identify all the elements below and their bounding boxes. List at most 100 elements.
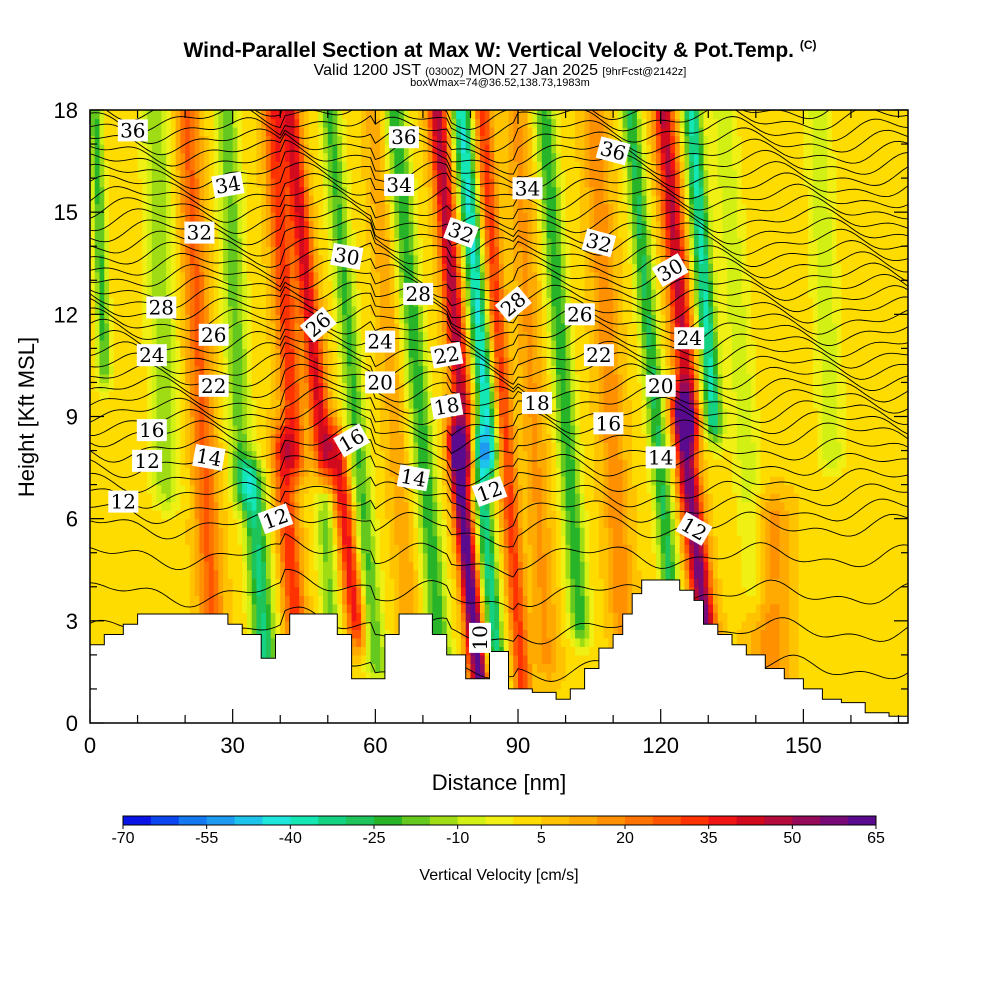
velocity-cell [166,288,172,298]
velocity-cell [94,118,101,128]
velocity-cell [261,186,267,196]
velocity-cell [218,518,224,528]
velocity-cell [332,518,338,528]
velocity-cell [346,467,353,477]
velocity-cell [251,203,258,213]
velocity-cell [346,535,353,545]
velocity-cell [242,271,248,281]
velocity-cell [399,246,405,256]
velocity-cell [142,288,148,298]
velocity-cell [90,195,96,205]
velocity-cell [265,407,272,418]
velocity-cell [175,229,181,239]
velocity-cell [294,407,300,418]
velocity-cell [166,467,172,477]
velocity-cell [237,348,243,358]
velocity-cell [256,246,262,256]
velocity-cell [94,595,101,605]
velocity-cell [394,110,400,120]
velocity-cell [118,271,124,281]
velocity-cell [389,450,395,460]
velocity-cell [128,425,134,435]
velocity-cell [218,442,224,452]
velocity-cell [394,535,400,545]
velocity-cell [313,339,319,349]
velocity-cell [170,442,177,452]
velocity-cell [218,552,224,562]
velocity-cell [289,246,296,256]
velocity-cell [90,527,96,537]
velocity-cell [166,246,172,256]
velocity-cell [323,476,329,486]
velocity-cell [166,322,172,332]
velocity-cell [185,476,191,486]
velocity-cell [304,161,310,171]
velocity-cell [384,144,391,154]
velocity-cell [109,595,115,605]
velocity-cell [151,118,158,128]
velocity-cell [113,578,120,588]
velocity-cell [237,552,243,562]
velocity-cell [213,527,220,537]
velocity-cell [147,561,153,571]
velocity-cell [384,578,391,588]
velocity-cell [90,569,96,579]
velocity-cell [413,237,419,247]
velocity-cell [137,578,143,588]
velocity-cell [351,459,357,469]
velocity-cell [118,365,124,375]
velocity-cell [123,212,129,222]
velocity-cell [189,118,196,128]
velocity-cell [113,561,120,571]
velocity-cell [251,305,258,315]
velocity-cell [223,152,229,162]
velocity-cell [185,569,191,579]
velocity-cell [294,390,300,401]
velocity-cell [408,365,414,375]
velocity-cell [180,203,186,213]
velocity-cell [175,433,181,443]
velocity-cell [128,348,134,358]
velocity-cell [323,152,329,162]
velocity-cell [294,144,300,154]
velocity-cell [327,263,334,273]
velocity-cell [161,493,167,503]
velocity-cell [109,476,115,486]
velocity-cell [323,288,329,298]
velocity-cell [161,586,167,596]
velocity-cell [403,450,410,460]
velocity-cell [370,348,376,358]
velocity-cell [109,161,115,171]
velocity-cell [156,280,162,290]
velocity-cell [413,322,419,332]
velocity-cell [318,373,324,384]
velocity-cell [370,501,376,511]
velocity-cell [232,407,239,418]
velocity-cell [351,484,357,494]
velocity-cell [304,595,310,605]
velocity-cell [94,305,101,315]
velocity-cell [175,476,181,486]
velocity-cell [147,246,153,256]
velocity-cell [327,246,334,256]
velocity-cell [118,110,124,120]
box-w-max-info: boxWmax=74@36.52,138.73,1983m [410,77,590,89]
velocity-cell [194,476,200,486]
velocity-cell [323,271,329,281]
velocity-cell [242,110,248,120]
velocity-cell [104,476,110,486]
velocity-cell [156,314,162,324]
velocity-cell [327,416,334,426]
velocity-cell [361,637,367,647]
velocity-cell [175,348,181,358]
velocity-cell [204,603,210,613]
velocity-cell [123,467,129,477]
velocity-cell [161,110,167,120]
velocity-cell [361,271,367,281]
velocity-cell [109,339,115,349]
velocity-cell [175,552,181,562]
velocity-cell [261,373,267,384]
velocity-cell [137,237,143,247]
velocity-cell [351,152,357,162]
velocity-cell [123,237,129,247]
